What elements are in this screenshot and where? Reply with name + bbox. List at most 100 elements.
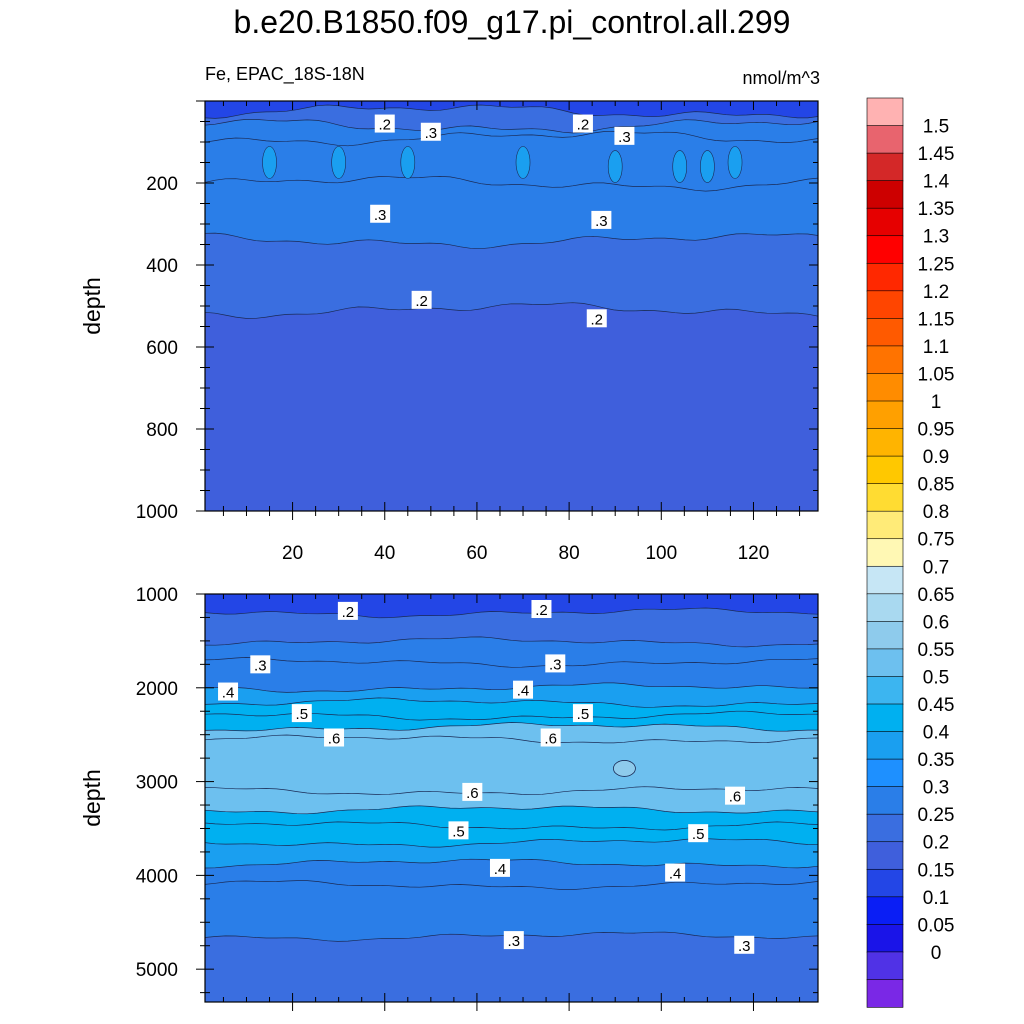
x-tick-label: 80 [559, 543, 580, 564]
colorbar-swatch [866, 758, 904, 788]
colorbar-label: 1.3 [923, 227, 949, 248]
contour-label: .4 [222, 685, 235, 702]
contour-label: .2 [577, 117, 590, 134]
colorbar-swatch [866, 593, 904, 623]
colorbar-swatch [866, 813, 904, 843]
colorbar-swatch [866, 896, 904, 926]
contour-label-box [337, 601, 358, 620]
contour-label: .6 [328, 731, 341, 748]
colorbar-swatch [866, 318, 904, 347]
colorbar-label: 1 [931, 392, 942, 413]
colorbar-swatch [866, 428, 904, 457]
contour-line [205, 657, 818, 668]
contour-label: .3 [508, 933, 521, 950]
colorbar-swatch [866, 400, 904, 430]
contour-label: .2 [342, 604, 355, 621]
contour-label-box [489, 858, 510, 877]
colorbar-label: 1.15 [918, 309, 955, 330]
colorbar-swatch [866, 841, 904, 870]
colorbar-label: 0 [931, 943, 942, 964]
contour-label-box [291, 704, 312, 723]
contour-label: .5 [296, 706, 309, 723]
colorbar-swatch [866, 731, 904, 760]
contour-label-box [420, 122, 441, 141]
colorbar-label: 0.25 [918, 805, 955, 826]
colorbar-label: 1.2 [923, 282, 949, 303]
colorbar-swatch [866, 262, 904, 292]
contour-label: .4 [517, 683, 530, 700]
contour-label-box [614, 126, 635, 145]
contour-line [205, 119, 818, 134]
contour-label: .3 [595, 213, 608, 230]
contour-label-box [586, 309, 607, 328]
colorbar-label: 0.4 [923, 723, 950, 744]
colorbar-label: 0.7 [923, 557, 949, 578]
y-tick-label: 3000 [136, 773, 178, 794]
y-tick-label: 1000 [136, 502, 178, 523]
contour-label-box [591, 210, 612, 229]
colorbar-swatch [866, 868, 904, 898]
contour-label-box [540, 728, 561, 747]
contour-label: .3 [374, 207, 387, 224]
contour-line [205, 838, 818, 848]
contour-line [205, 821, 818, 831]
y-tick-label: 400 [146, 256, 178, 277]
contour-line [205, 607, 818, 619]
colorbar-swatch [866, 373, 904, 402]
x-tick-label: 100 [645, 543, 677, 564]
contour-label: .2 [591, 311, 604, 328]
contour-label-box [324, 728, 345, 747]
y-tick-label: 5000 [136, 960, 178, 981]
colorbar-label: 0.35 [918, 750, 955, 771]
colorbar-swatch [866, 786, 904, 815]
contour-line [205, 722, 818, 732]
colorbar-label: 0.05 [918, 915, 955, 936]
colorbar-swatch [866, 290, 904, 320]
colorbar-label: 1.5 [923, 117, 949, 138]
contour-label: .5 [692, 826, 705, 843]
contour-label-box [688, 824, 709, 843]
contour-blob [400, 146, 416, 179]
colorbar-swatch [866, 345, 904, 375]
colorbar-label: 0.75 [918, 530, 955, 551]
colorbar-label: 0.3 [923, 778, 949, 799]
colorbar-swatch [866, 207, 904, 237]
contour-label-box [462, 782, 483, 801]
contour-label-box [572, 114, 593, 133]
contour-label: .6 [544, 731, 557, 748]
colorbar-swatch [866, 676, 904, 705]
y-tick-label: 2000 [136, 679, 178, 700]
colorbar-swatch [866, 538, 904, 567]
contour-label: .3 [618, 129, 631, 146]
contour-line [205, 302, 818, 319]
contour-line [205, 786, 818, 796]
colorbar-swatch [866, 703, 904, 733]
contour-blob [672, 150, 688, 183]
contour-label: .5 [577, 706, 590, 723]
contour-line [205, 176, 818, 192]
contour-line [205, 682, 818, 693]
contour-blob [613, 760, 636, 777]
contour-line [205, 232, 818, 250]
contour-line [205, 104, 818, 119]
contour-line [205, 858, 818, 869]
contour-label: .5 [452, 823, 465, 840]
colorbar-swatch [866, 648, 904, 678]
colorbar-swatch [866, 97, 904, 127]
contour-label-box [545, 654, 566, 673]
contour-label: .2 [378, 117, 391, 134]
contour-line [205, 697, 818, 708]
x-tick-label: 120 [738, 543, 770, 564]
contour-blob [331, 146, 346, 179]
colorbar-label: 1.25 [918, 254, 955, 275]
colorbar-swatch [866, 125, 904, 154]
contour-label-box [572, 704, 593, 723]
y-tick-label: 200 [146, 174, 178, 195]
contour-blob [607, 150, 623, 183]
contour-label-box [448, 821, 469, 840]
contour-label: .2 [535, 602, 548, 619]
contour-label-box [503, 931, 524, 950]
contour-field: .2 .3 .2 .3 .3 .3 .2 .2 [205, 101, 818, 511]
upper-depth-panel: .2 .3 .2 .3 .3 .3 .2 .2 20 40 60 80 100 120 200 400 600 8… [79, 100, 819, 564]
